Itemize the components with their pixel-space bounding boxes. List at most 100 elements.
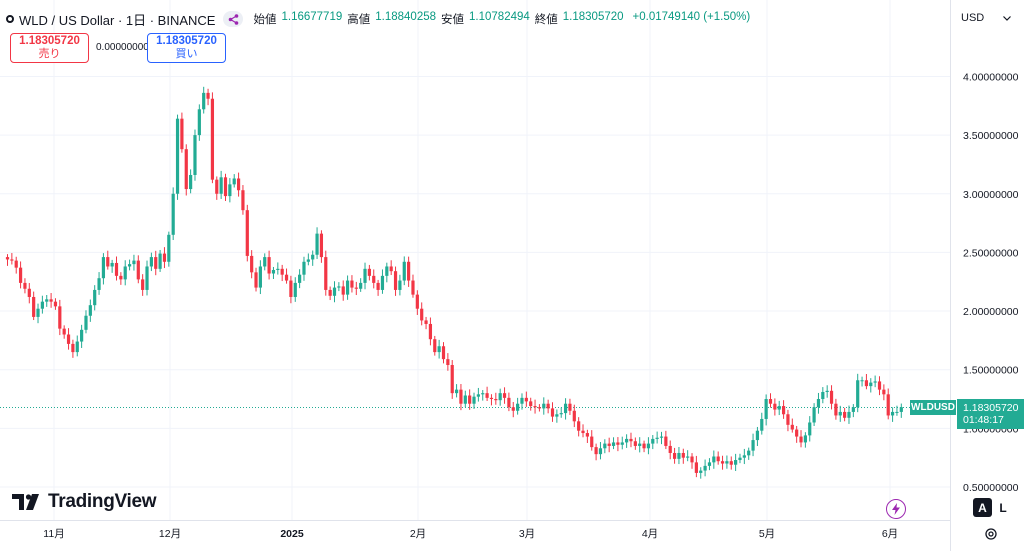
candle <box>642 440 646 453</box>
candle <box>751 433 755 457</box>
symbol-title[interactable]: WLD / US Dollar · 1日 · BINANCE <box>19 12 216 28</box>
candle <box>795 425 799 443</box>
candle <box>58 299 62 336</box>
candle <box>799 430 803 448</box>
candle <box>32 291 36 321</box>
candle <box>267 250 271 280</box>
candle <box>489 394 494 406</box>
candle <box>189 169 193 194</box>
candle <box>516 397 520 415</box>
candle <box>672 447 677 464</box>
candle <box>306 253 310 266</box>
candle <box>324 250 328 296</box>
candle <box>446 353 450 371</box>
candle <box>655 431 659 444</box>
candle <box>873 375 877 388</box>
auto-scale-button[interactable]: A <box>973 498 992 517</box>
brand-name: TradingView <box>48 491 157 512</box>
candle <box>345 275 350 300</box>
currency-button[interactable]: USD <box>955 8 1017 28</box>
candle <box>97 272 101 295</box>
candle <box>372 269 376 289</box>
candle <box>860 376 864 387</box>
low-label: 安値 <box>441 14 465 26</box>
candle <box>729 456 733 470</box>
candle <box>777 400 781 416</box>
x-tick-label: 3月 <box>519 528 535 540</box>
candle <box>141 274 145 296</box>
log-scale-button[interactable]: L <box>999 500 1007 515</box>
candle <box>594 443 598 461</box>
candle <box>18 261 23 289</box>
candle <box>171 187 175 241</box>
candle <box>808 416 812 442</box>
candle <box>210 92 215 184</box>
buy-button[interactable]: 1.18305720 買い <box>147 33 226 63</box>
candle <box>45 294 49 307</box>
candle <box>167 231 171 267</box>
last-price-value: 1.18305720 <box>963 402 1019 414</box>
candle <box>716 451 720 465</box>
candle <box>232 174 236 188</box>
candle <box>328 286 332 301</box>
candle <box>437 339 441 359</box>
candle <box>66 328 71 350</box>
candle <box>280 264 284 282</box>
y-tick-label: 2.50000000 <box>963 247 1019 259</box>
candle <box>263 253 267 271</box>
price-axis[interactable]: 4.00000000 3.50000000 3.00000000 2.50000000… <box>963 71 1019 494</box>
y-tick-label: 2.00000000 <box>963 306 1019 318</box>
candle <box>869 378 873 393</box>
candle <box>786 409 790 432</box>
ohlc-values: 始値 1.16677719 高値 1.18840258 安値 1.10782494 終… <box>253 11 750 27</box>
candle <box>80 324 84 348</box>
gear-icon[interactable] <box>984 527 998 541</box>
candle <box>206 88 210 106</box>
tradingview-logo[interactable]: TradingView <box>12 491 157 513</box>
time-axis[interactable]: 11月 12月 2025 2月 3月 4月 5月 6月 <box>43 528 898 540</box>
candle <box>699 467 703 479</box>
low-value: 1.10782494 <box>469 11 530 23</box>
candle <box>402 256 406 286</box>
candle <box>476 387 480 402</box>
candle <box>616 437 620 452</box>
candle <box>524 391 528 407</box>
candle <box>838 405 842 422</box>
flash-icon[interactable] <box>886 499 906 519</box>
candle <box>236 172 241 197</box>
candle <box>184 144 188 196</box>
candle <box>228 178 232 203</box>
sell-label: 売り <box>38 48 61 60</box>
candle <box>690 453 694 469</box>
candle <box>385 262 389 283</box>
chevron-down-icon <box>1003 15 1011 21</box>
candle <box>563 398 568 420</box>
candle <box>398 274 402 296</box>
candle <box>250 250 254 279</box>
candle <box>202 86 206 114</box>
candle <box>882 384 886 401</box>
candle <box>154 250 158 276</box>
close-value: 1.18305720 <box>562 11 624 23</box>
candle <box>14 256 18 274</box>
candle <box>136 255 140 284</box>
candle <box>812 403 816 427</box>
x-tick-label: 2025 <box>280 528 304 540</box>
open-label: 始値 <box>253 14 277 26</box>
candle <box>725 455 729 469</box>
candle <box>803 432 807 448</box>
candle <box>367 264 371 281</box>
candle <box>420 302 424 326</box>
sell-button[interactable]: 1.18305720 売り <box>10 33 89 63</box>
candle <box>511 401 515 418</box>
candle-countdown: 01:48:17 <box>963 414 1004 426</box>
candle <box>49 293 53 308</box>
candle <box>428 317 433 346</box>
candle <box>145 260 149 296</box>
candle <box>53 298 58 310</box>
candle <box>114 256 119 281</box>
candle <box>677 447 681 465</box>
share-button[interactable] <box>223 11 244 27</box>
high-value: 1.18840258 <box>375 11 437 23</box>
